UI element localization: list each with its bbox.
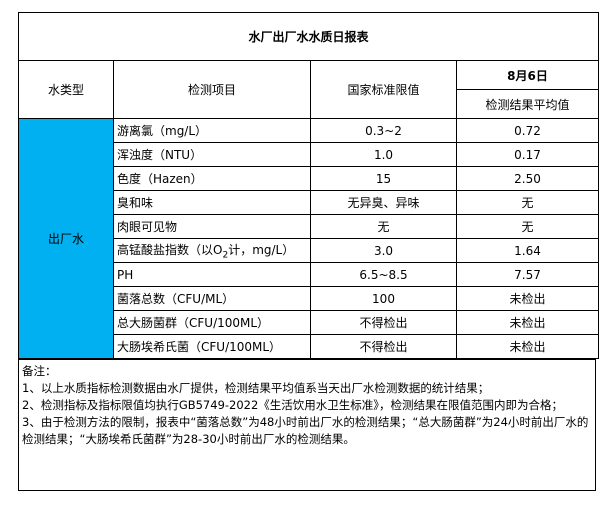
- standard-cell: 100: [310, 286, 457, 311]
- note-line: 1、以上水质指标检测数据由水厂提供，检测结果平均值系当天出厂水检测数据的统计结果…: [22, 381, 490, 395]
- note-line: 2、检测指标及指标限值均执行GB5749-2022《生活饮用水卫生标准》，检测结…: [22, 398, 564, 412]
- standard-cell: 不得检出: [310, 334, 457, 359]
- table-row: 出厂水 游离氯（mg/L） 0.3~2 0.72: [18, 118, 600, 359]
- standard-cell: 无: [310, 214, 457, 239]
- header-date: 8月6日: [455, 60, 600, 90]
- standard-cell: 无异臭、异味: [310, 190, 457, 215]
- table-row: 色度（Hazen） 15 2.50: [19, 166, 600, 191]
- table-row: 浑浊度（NTU） 1.0 0.17: [19, 142, 600, 167]
- item-text: 高锰酸盐指数（以O: [117, 242, 223, 257]
- header-item: 检测项目: [113, 60, 311, 119]
- standard-cell: 15: [310, 166, 457, 191]
- result-cell: 7.57: [455, 262, 600, 287]
- table-row: 大肠埃希氏菌（CFU/100ML） 不得检出 未检出: [19, 334, 600, 359]
- table-row: 肉眼可见物无无: [19, 214, 600, 239]
- item-cell: 总大肠菌群（CFU/100ML）: [113, 310, 311, 335]
- result-cell: 1.64: [455, 238, 600, 263]
- item-cell: 浑浊度（NTU）: [113, 142, 311, 167]
- item-cell: 游离氯（mg/L）: [113, 118, 311, 143]
- standard-cell: 1.0: [310, 142, 457, 167]
- table-row: 高锰酸盐指数（以O2计，mg/L） 3.0 1.64: [19, 238, 600, 263]
- item-cell: PH: [113, 262, 311, 287]
- item-cell: 高锰酸盐指数（以O2计，mg/L）: [113, 238, 311, 263]
- standard-cell: 6.5~8.5: [310, 262, 457, 287]
- header-result: 检测结果平均值: [455, 89, 600, 119]
- water-type-cell: 出厂水: [18, 118, 114, 359]
- header-water-type: 水类型: [18, 60, 114, 119]
- table-row: PH 6.5~8.5 7.57: [19, 262, 600, 287]
- item-cell: 菌落总数（CFU/ML）: [113, 286, 311, 311]
- result-cell: 2.50: [455, 166, 600, 191]
- item-cell: 大肠埃希氏菌（CFU/100ML）: [113, 334, 311, 359]
- header-standard: 国家标准限值: [310, 60, 457, 119]
- notes-box: 备注： 1、以上水质指标检测数据由水厂提供，检测结果平均值系当天出厂水检测数据的…: [18, 359, 596, 491]
- item-cell: 色度（Hazen）: [113, 166, 311, 191]
- standard-cell: 不得检出: [310, 310, 457, 335]
- result-cell: 无: [455, 214, 600, 239]
- result-cell: 未检出: [455, 334, 600, 359]
- item-subscript: 2: [222, 250, 229, 261]
- item-cell: 臭和味: [113, 190, 311, 215]
- water-quality-report-table: 水厂出厂水水质日报表 水类型 检测项目 国家标准限值 8月6日 检测结果平均值 …: [17, 12, 600, 359]
- result-cell: 未检出: [455, 310, 600, 335]
- standard-cell: 0.3~2: [310, 118, 457, 143]
- notes-label: 备注：: [22, 364, 57, 378]
- note-line: 3、由于检测方法的限制，报表中“菌落总数”为48小时前出厂水的检测结果；“总大肠…: [22, 415, 589, 446]
- result-cell: 未检出: [455, 286, 600, 311]
- result-cell: 0.17: [455, 142, 600, 167]
- item-text: 计，mg/L）: [228, 242, 295, 257]
- standard-cell: 3.0: [310, 238, 457, 263]
- result-cell: 0.72: [455, 118, 600, 143]
- item-cell: 肉眼可见物: [113, 214, 311, 239]
- report-title: 水厂出厂水水质日报表: [17, 12, 600, 61]
- result-cell: 无: [455, 190, 600, 215]
- table-row: 菌落总数（CFU/ML） 100 未检出: [19, 286, 600, 311]
- table-row: 臭和味 无异臭、异味无: [19, 190, 600, 215]
